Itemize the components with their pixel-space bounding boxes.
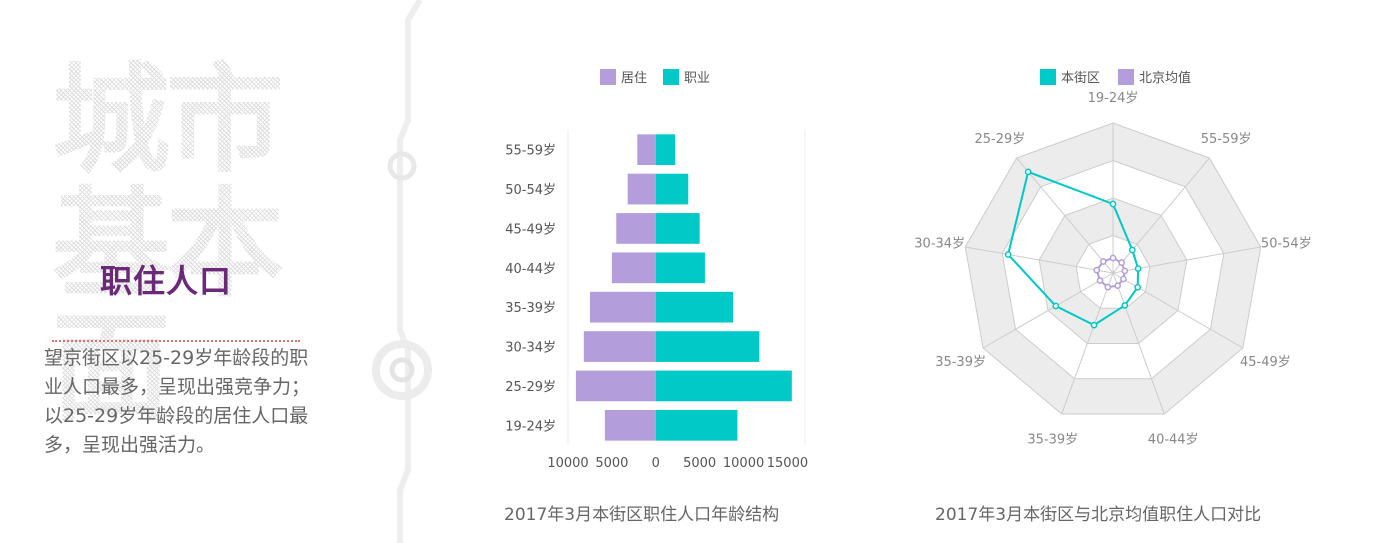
x-tick-label: 10000: [723, 456, 764, 471]
radar-point-district: [1134, 265, 1142, 272]
bar-occupation-35-39岁: [655, 291, 734, 323]
bar-residence-35-39岁: [589, 291, 656, 323]
x-tick-label: 0: [652, 456, 660, 471]
radar-axis-label: 19-24岁: [1088, 91, 1139, 106]
category-label: 40-44岁: [505, 262, 556, 277]
radar-axis-label: 35-39岁: [1027, 432, 1078, 447]
radar-point-beijing: [1100, 258, 1107, 265]
radar-chart-title: 2017年3月本街区与北京均值职住人口对比: [935, 505, 1262, 525]
radar-point-district: [1004, 251, 1012, 258]
legend-swatch-beijing: [1118, 69, 1134, 85]
background-title: 城市 基本面: [52, 58, 312, 430]
radar-axis-label: 55-59岁: [1201, 132, 1252, 147]
radar-point-district: [1109, 200, 1117, 208]
radar-point-district: [1052, 302, 1060, 310]
radar-point-district: [1024, 168, 1032, 176]
radar-point-beijing: [1120, 275, 1127, 283]
legend-label-occupation: 职业: [684, 71, 710, 86]
age-pyramid-chart: 居住 职业 19-24岁 25-29岁 30-34岁 35-39岁 40-44岁 45-4…: [505, 69, 808, 471]
legend-swatch-district: [1040, 69, 1056, 85]
bar-residence-45-49岁: [616, 213, 656, 244]
x-tick-label: 5000: [595, 456, 628, 471]
x-tick-label: 10000: [547, 456, 588, 471]
radar-point-beijing: [1104, 283, 1112, 291]
legend-swatch-residence: [600, 69, 616, 85]
radar-spoke: [1061, 272, 1114, 415]
category-label: 30-34岁: [505, 341, 556, 356]
category-label: 35-39岁: [505, 301, 556, 316]
pyramid-bars: [575, 134, 792, 441]
radar-axis-label: 45-49岁: [1240, 355, 1291, 370]
pyramid-x-ticks: 10000 5000 0 5000 10000 15000: [547, 456, 808, 471]
radar-point-beijing: [1114, 282, 1121, 290]
radar-point-beijing: [1121, 267, 1129, 275]
category-label: 19-24岁: [505, 419, 556, 434]
bar-occupation-30-34岁: [655, 331, 760, 362]
radar-axis-label: 35-39岁: [935, 355, 986, 370]
radar-point-beijing: [1118, 259, 1126, 267]
divider-ring-large: [372, 340, 432, 400]
category-label: 55-59岁: [505, 144, 556, 159]
category-label: 25-29岁: [505, 380, 556, 395]
pyramid-category-labels: 19-24岁 25-29岁 30-34岁 35-39岁 40-44岁 45-49岁 50-5…: [505, 144, 556, 435]
bar-occupation-55-59岁: [655, 134, 676, 166]
x-tick-label: 5000: [683, 456, 716, 471]
category-label: 50-54岁: [505, 183, 556, 198]
bar-residence-40-44岁: [611, 252, 656, 284]
x-tick-label: 15000: [767, 456, 808, 471]
pyramid-chart-title: 2017年3月本街区职住人口年龄结构: [504, 505, 780, 525]
radar-series-district: [1007, 170, 1140, 327]
radar-point-beijing: [1093, 266, 1101, 274]
decorative-divider: [372, 0, 432, 543]
title-underline: [52, 340, 300, 342]
legend-label-beijing: 北京均值: [1139, 70, 1191, 86]
radar-axis-label: 25-29岁: [974, 132, 1025, 147]
radar-spoke: [982, 272, 1114, 349]
legend-swatch-occupation: [663, 69, 679, 85]
bar-residence-55-59岁: [637, 134, 656, 166]
category-label: 45-49岁: [505, 222, 556, 237]
radar-legend: 本街区 北京均值: [1040, 69, 1191, 86]
radar-point-district: [1090, 321, 1098, 329]
section-title: 职住人口: [100, 262, 233, 300]
pyramid-legend: 居住 职业: [600, 69, 710, 86]
radar-axis-label: 40-44岁: [1148, 432, 1199, 447]
bar-residence-25-29岁: [575, 370, 656, 402]
bar-occupation-25-29岁: [655, 370, 792, 402]
description-text: 望京街区以25-29岁年龄段的职业人口最多，呈现出强竞争力；以25-29岁年龄段…: [44, 347, 311, 456]
radar-spoke: [1112, 272, 1165, 415]
bar-occupation-50-54岁: [655, 173, 689, 205]
bar-occupation-40-44岁: [655, 252, 705, 284]
divider-ring-small: [387, 151, 417, 181]
legend-label-district: 本街区: [1061, 71, 1100, 86]
radar-point-beijing: [1109, 254, 1117, 262]
bar-residence-19-24岁: [604, 409, 656, 441]
radar-series-beijing: [1095, 256, 1126, 289]
left-panel: 城市 基本面 职住人口 望京街区以25-29岁年龄段的职业人口最多，呈现出强竞争…: [0, 0, 380, 543]
bar-occupation-19-24岁: [655, 409, 738, 441]
radar-point-district: [1121, 302, 1129, 309]
radar-point-district: [1134, 283, 1142, 291]
radar-spoke: [1112, 272, 1244, 349]
radar-point-district: [1128, 246, 1136, 254]
radar-axis-labels: 19-24岁 55-59岁 50-54岁 45-49岁 40-44岁 35-39岁 35-3…: [914, 91, 1311, 447]
bar-occupation-45-49岁: [655, 213, 700, 244]
radar-series: [1004, 168, 1142, 329]
legend-label-residence: 居住: [621, 71, 647, 86]
radar-spoke: [1016, 157, 1114, 274]
bar-residence-50-54岁: [627, 173, 656, 205]
radar-axis-label: 50-54岁: [1261, 236, 1312, 251]
bar-residence-30-34岁: [583, 331, 656, 362]
radar-axis-label: 30-34岁: [914, 236, 965, 251]
radar-spoke: [1112, 157, 1210, 274]
radar-point-beijing: [1096, 277, 1104, 284]
radar-grid: [964, 122, 1262, 415]
radar-chart: 本街区 北京均值 19-24岁 55-59岁 50-54岁 45-49岁 40-44岁 3…: [914, 69, 1312, 447]
radar-spoke: [965, 246, 1114, 274]
